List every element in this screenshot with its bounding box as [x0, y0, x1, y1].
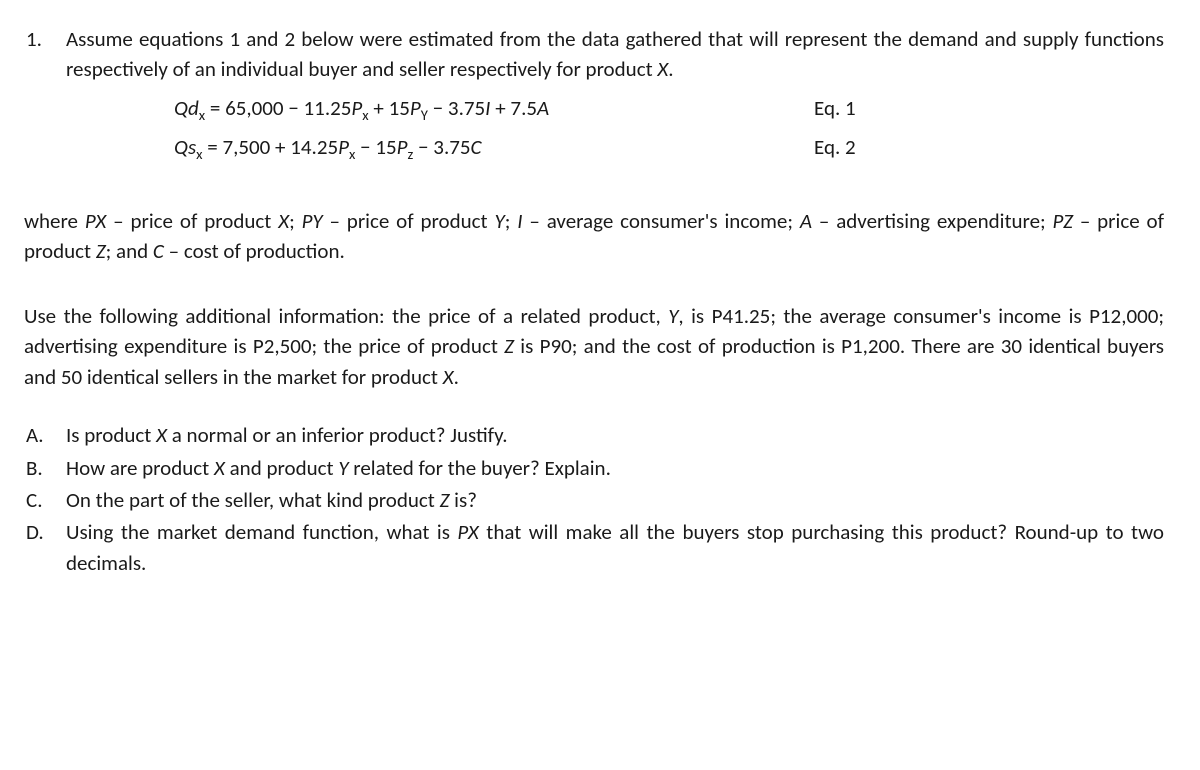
sub-text: Using the market demand function, what i… — [66, 517, 1164, 578]
sub-question-list: A. Is product X a normal or an inferior … — [24, 420, 1164, 578]
info-paragraph: Use the following additional information… — [24, 301, 1164, 392]
eq2-expression: Qsx = 7,500 + 14.25Px − 15Pz − 3.75C — [174, 132, 814, 166]
question-number: 1. — [24, 24, 66, 54]
sub-letter: C. — [24, 485, 66, 515]
sub-letter: D. — [24, 517, 66, 547]
equation-1: Qdx = 65,000 − 11.25Px + 15PY − 3.75I + … — [174, 93, 1164, 127]
sub-question-d: D. Using the market demand function, wha… — [24, 517, 1164, 578]
sub-question-b: B. How are product X and product Y relat… — [24, 453, 1164, 483]
question-body: Assume equations 1 and 2 below were esti… — [66, 24, 1164, 172]
where-paragraph: where PX – price of product X; PY – pric… — [24, 206, 1164, 267]
sub-text: Is product X a normal or an inferior pro… — [66, 420, 1164, 450]
intro-text: Assume equations 1 and 2 below were esti… — [66, 24, 1164, 85]
equation-2: Qsx = 7,500 + 14.25Px − 15Pz − 3.75C Eq.… — [174, 132, 1164, 166]
eq1-label: Eq. 1 — [814, 93, 856, 123]
question-block: 1. Assume equations 1 and 2 below were e… — [24, 24, 1164, 172]
equation-block: Qdx = 65,000 − 11.25Px + 15PY − 3.75I + … — [66, 93, 1164, 166]
document-page: 1. Assume equations 1 and 2 below were e… — [0, 0, 1200, 604]
eq1-expression: Qdx = 65,000 − 11.25Px + 15PY − 3.75I + … — [174, 93, 814, 127]
sub-letter: A. — [24, 420, 66, 450]
sub-question-a: A. Is product X a normal or an inferior … — [24, 420, 1164, 450]
sub-text: On the part of the seller, what kind pro… — [66, 485, 1164, 515]
eq2-label: Eq. 2 — [814, 132, 856, 162]
sub-letter: B. — [24, 453, 66, 483]
sub-text: How are product X and product Y related … — [66, 453, 1164, 483]
sub-question-c: C. On the part of the seller, what kind … — [24, 485, 1164, 515]
